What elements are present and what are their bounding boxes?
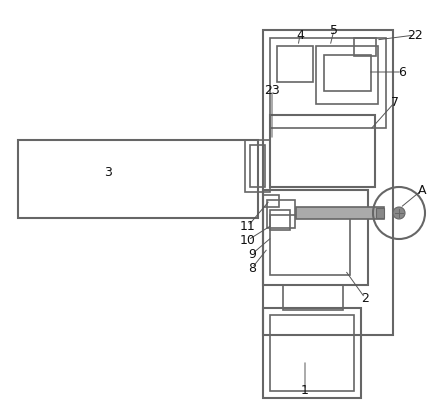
Bar xyxy=(270,115,375,187)
Bar xyxy=(245,140,270,192)
Text: 3: 3 xyxy=(104,166,112,178)
Text: 22: 22 xyxy=(407,28,423,42)
Bar xyxy=(354,38,376,56)
Bar xyxy=(270,210,290,230)
Text: 9: 9 xyxy=(248,248,256,260)
Bar xyxy=(267,200,295,228)
Bar xyxy=(18,140,258,218)
Bar xyxy=(270,315,354,391)
Text: 1: 1 xyxy=(301,384,309,396)
Bar xyxy=(270,215,350,275)
Text: 4: 4 xyxy=(296,28,304,42)
Bar xyxy=(283,285,343,310)
Bar xyxy=(250,145,265,187)
Bar xyxy=(263,308,361,398)
Text: 2: 2 xyxy=(361,292,369,304)
Circle shape xyxy=(393,207,405,219)
Bar xyxy=(277,46,313,82)
Bar xyxy=(270,38,386,128)
Text: 5: 5 xyxy=(330,23,338,37)
Bar xyxy=(296,207,384,219)
Text: 10: 10 xyxy=(240,234,256,246)
Bar xyxy=(324,55,371,91)
Text: A: A xyxy=(418,183,426,197)
Text: 8: 8 xyxy=(248,262,256,274)
Bar xyxy=(316,46,378,104)
Text: 23: 23 xyxy=(264,84,280,96)
Bar xyxy=(376,208,384,218)
Text: 6: 6 xyxy=(398,66,406,79)
Text: 11: 11 xyxy=(240,220,256,232)
Bar xyxy=(263,190,368,285)
Bar xyxy=(263,195,279,207)
Text: 7: 7 xyxy=(391,96,399,108)
Bar xyxy=(263,30,393,335)
